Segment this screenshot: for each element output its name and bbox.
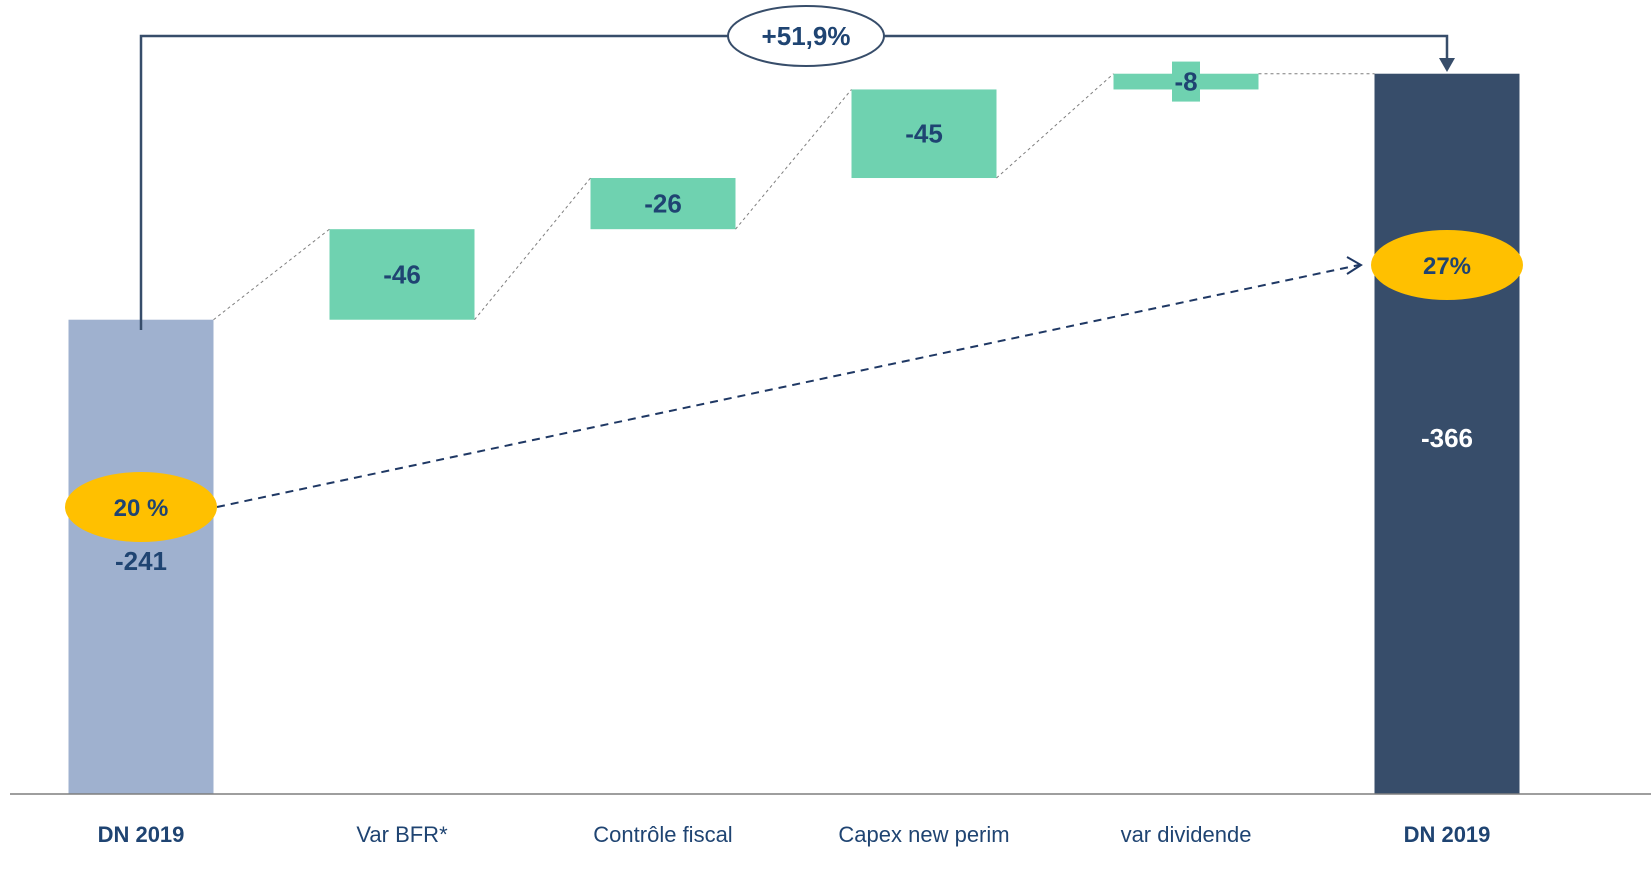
ratio-label-start: 20 % (114, 495, 169, 522)
connector-line-1 (213, 228, 330, 321)
ratio-trend-arrow (216, 264, 1360, 508)
bar-step-1-value-label: -46 (383, 259, 421, 289)
change-label: +51,9% (762, 21, 851, 51)
bar-start (68, 319, 214, 794)
connector-line-3 (735, 89, 852, 230)
bar-end-value-label: -366 (1421, 423, 1473, 453)
bar-step-2-value-label: -26 (644, 189, 682, 219)
category-label-5: var dividende (1121, 822, 1252, 847)
bar-step-3 (851, 89, 997, 179)
category-label-2: Var BFR* (356, 822, 448, 847)
bar-start-value-label: -241 (115, 546, 167, 576)
category-label-3: Contrôle fiscal (593, 822, 732, 847)
bar-end (1374, 73, 1520, 795)
bar-step-1 (329, 229, 475, 320)
ratio-badge-end (1371, 230, 1523, 300)
overlay-layer: +51,9% 20 % 27% (65, 5, 1523, 542)
bar-step-4-label-bg (1172, 61, 1200, 102)
connector-lines (213, 73, 1375, 321)
ratio-badge-start (65, 472, 217, 542)
bars-layer: -241 -46 -26 -45 -8 -366 (68, 61, 1520, 795)
connector-line-4 (996, 73, 1114, 179)
bar-step-4-value-label: -8 (1174, 67, 1197, 97)
category-labels: DN 2019 Var BFR* Contrôle fiscal Capex new … (98, 822, 1491, 847)
category-label-1: DN 2019 (98, 822, 185, 847)
bar-step-2 (590, 178, 736, 230)
category-label-6: DN 2019 (1404, 822, 1491, 847)
category-label-4: Capex new perim (838, 822, 1009, 847)
ratio-trend-arrowhead (1346, 256, 1363, 275)
bar-step-3-value-label: -45 (905, 119, 943, 149)
connector-line-2 (474, 177, 591, 321)
change-badge (727, 5, 885, 67)
change-arrowhead (1439, 58, 1455, 72)
ratio-label-end: 27% (1423, 253, 1471, 280)
